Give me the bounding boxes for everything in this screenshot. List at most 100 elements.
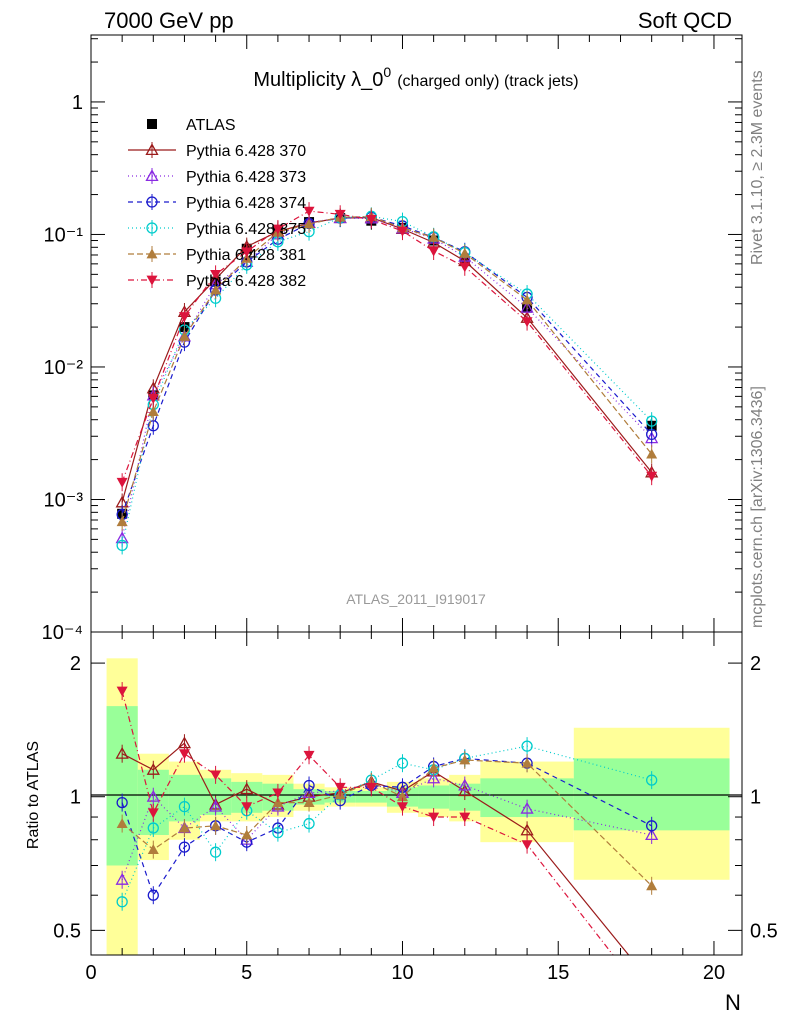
data-point-ratio-1: [146, 789, 160, 802]
legend-label: Pythia 6.428 381: [186, 247, 306, 264]
data-point-main-6: [272, 224, 284, 235]
data-point-ratio-5: [210, 770, 222, 781]
ratio-panel-frame: [90, 631, 743, 956]
x-tick-label: 20: [703, 962, 725, 984]
data-point-ratio-5: [303, 750, 315, 761]
data-point-ratio-0: [240, 782, 254, 795]
ratio-y-tick-label: 1: [70, 787, 81, 809]
legend-label: ATLAS: [186, 117, 236, 134]
data-point-ratio-4: [303, 797, 315, 807]
series-line-main-4: [121, 215, 653, 546]
data-point-ratio-5: [365, 782, 377, 793]
data-point-ratio-1: [115, 872, 129, 885]
ratio-y-axis-label: Ratio to ATLAS: [25, 741, 42, 849]
legend-marker: [147, 119, 157, 129]
data-point-main-6: [459, 262, 471, 273]
data-point-ratio-4: [521, 757, 533, 768]
y-tick-label: 10⁻²: [44, 357, 84, 379]
process-label: Soft QCD: [638, 8, 732, 33]
data-point-ratio-1: [520, 801, 534, 814]
data-point-main-5: [646, 448, 658, 459]
legend: ATLAS Pythia 6.428 370 Pythia 6.428 373 Pyt…: [128, 117, 306, 290]
data-point-ratio-5: [178, 749, 190, 760]
data-point-main-6: [334, 209, 346, 220]
data-point-main-6: [365, 214, 377, 225]
legend-label: Pythia 6.428 382: [186, 273, 306, 290]
data-point-ratio-1: [208, 799, 223, 812]
uncertainty-band-1: [355, 791, 387, 803]
mcplots-label: mcplots.cern.ch [arXiv:1306.3436]: [749, 386, 766, 628]
data-point-ratio-0: [646, 978, 657, 988]
x-tick-label: 10: [391, 962, 413, 984]
data-point-ratio-5: [147, 808, 159, 819]
data-point-main-6: [521, 317, 533, 328]
data-point-ratio-5: [334, 782, 346, 793]
data-point-main-5: [210, 284, 222, 295]
data-point-main-4: [646, 415, 658, 427]
data-point-ratio-3: [396, 757, 409, 769]
data-point-ratio-4: [241, 829, 253, 840]
data-point-ratio-3: [178, 800, 191, 813]
series-main-6: [116, 202, 658, 492]
data-point-ratio-5: [521, 840, 533, 851]
series-line-main-5: [121, 216, 653, 522]
series-line-ratio-1: [121, 777, 652, 881]
x-tick-label: 15: [547, 962, 569, 984]
series-line-ratio-5: [121, 690, 614, 955]
data-point-ratio-0: [115, 746, 129, 759]
data-point-main-5: [303, 218, 315, 229]
data-point-main-5: [116, 516, 128, 527]
data-point-ratio-3: [116, 896, 128, 908]
chart-title: Multiplicity λ_00(charged only) (track j…: [253, 64, 578, 91]
series-line-main-1: [121, 216, 653, 503]
ratio-y-tick-label-right: 2: [750, 653, 761, 675]
data-point-ratio-5: [241, 802, 253, 813]
legend-label: Pythia 6.428 373: [186, 169, 306, 186]
data-point-ratio-3: [209, 846, 222, 858]
ratio-y-tick-label-right: 1: [750, 787, 761, 809]
ratio-panel: 0.5 0.51 12 20 5 10 15 20 Ratio to ATLAS N: [25, 631, 778, 1015]
data-point-main-5: [147, 406, 159, 417]
data-point-main-6: [210, 269, 222, 280]
data-point-ratio-4: [272, 797, 284, 807]
y-tick-label: 10⁻⁴: [42, 622, 83, 644]
uncertainty-band-1: [418, 785, 450, 809]
data-point-ratio-4: [459, 754, 471, 765]
data-point-main-5: [428, 231, 440, 242]
main-panel: 1 10⁻¹ 10⁻² 10⁻³ 10⁻⁴ Multiplicity λ_00(char…: [42, 34, 743, 644]
ratio-y-tick-label: 2: [70, 653, 81, 675]
legend-label: Pythia 6.428 370: [186, 143, 306, 160]
series-line-main-3: [121, 216, 653, 515]
data-point-main-5: [459, 247, 471, 258]
data-point-main-5: [521, 294, 533, 305]
data-point-ratio-3: [272, 826, 284, 839]
legend-marker: [146, 248, 158, 259]
data-point-main-6: [241, 247, 253, 258]
data-point-main-4: [116, 539, 128, 552]
data-point-ratio-3: [303, 817, 315, 830]
legend-label: Pythia 6.428 375: [186, 221, 306, 238]
data-point-main-6: [646, 471, 658, 482]
legend-label: Pythia 6.428 374: [186, 195, 306, 212]
data-point-ratio-4: [116, 818, 128, 828]
legend-marker: [146, 196, 158, 208]
data-point-ratio-2: [303, 779, 315, 792]
data-point-ratio-5: [116, 686, 128, 697]
data-point-ratio-1: [645, 828, 659, 841]
data-point-ratio-5: [428, 812, 440, 823]
data-point-ratio-5: [396, 802, 408, 813]
legend-marker: [146, 275, 158, 286]
data-point-ratio-0: [520, 823, 534, 836]
data-point-ratio-5: [459, 812, 471, 823]
data-point-ratio-4: [147, 844, 159, 855]
data-point-ratio-4: [178, 822, 190, 833]
data-point-ratio-5: [646, 1000, 657, 1010]
data-point-ratio-2: [116, 796, 128, 809]
data-point-main-6: [147, 393, 159, 404]
data-point-ratio-0: [146, 762, 160, 775]
x-axis-label: N: [725, 990, 741, 1015]
data-point-ratio-4: [210, 820, 222, 831]
series-ratio-5: [116, 682, 657, 1010]
y-tick-label: 10⁻³: [44, 489, 84, 511]
